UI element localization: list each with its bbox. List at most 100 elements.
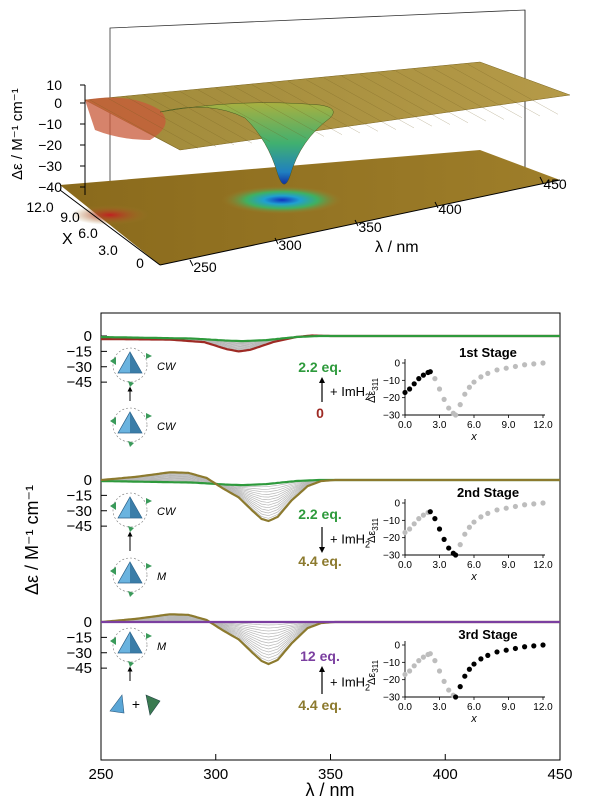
inset-y-tick-label: −10: [383, 376, 400, 387]
inset-data-point: [531, 643, 537, 649]
reagent-label: + ImH2: [330, 384, 370, 402]
z-tick-label: 0: [54, 95, 62, 111]
inset-y-label-text: Δε: [366, 391, 378, 403]
inset-y-label-text: Δε: [366, 673, 378, 685]
inset-y-tick-label: −10: [383, 516, 400, 527]
inset-x-tick-label: 6.0: [467, 420, 481, 431]
x-tick-3d: [189, 259, 194, 267]
inset-y-label: Δε311: [366, 377, 380, 403]
rotation-circle: [112, 347, 148, 383]
inset-y-label-subscript: 311: [371, 659, 380, 672]
equivalents-label: 12 eq.: [300, 648, 340, 664]
cd-x-tick-label: 450: [547, 766, 572, 783]
inset-y-label-subscript: 311: [371, 377, 380, 390]
inset-y-label: Δε311: [366, 659, 380, 685]
mesh-line: [359, 74, 451, 125]
cd-x-tick-label: 400: [433, 766, 458, 783]
inset-data-point: [457, 542, 463, 548]
floor-red-spot: [70, 205, 150, 225]
inset-data-point: [466, 384, 472, 390]
helicate-scheme-icon: CW: [110, 347, 177, 387]
mesh-line: [413, 69, 505, 120]
reagent-subscript: 2: [365, 392, 370, 402]
ligand-wedge: [110, 637, 116, 645]
cd-y-tick-label: −15: [67, 487, 92, 504]
cd-curves: [100, 334, 560, 666]
cd-x-tick-label: 300: [203, 766, 228, 783]
inset-x-label: x: [470, 431, 477, 443]
inset-x-tick-label: 12.0: [533, 420, 553, 431]
ligand-wedge: [146, 353, 152, 359]
reagent-text: + ImH: [330, 675, 365, 690]
x-tick-3d: [274, 237, 279, 245]
inset-y-tick-label: 0: [394, 499, 400, 510]
floor-blue-spot: [222, 186, 342, 214]
inset-data-point: [416, 658, 422, 664]
inset-data-point: [420, 654, 426, 660]
x-tick-label-3d: 400: [438, 201, 462, 217]
z-axis-label: Δε / M⁻¹ cm⁻¹: [9, 88, 26, 180]
inset-data-point: [446, 545, 452, 551]
reagent-text: + ImH: [330, 384, 365, 399]
inset-data-point: [427, 651, 433, 657]
inset-x-label: x: [470, 571, 477, 583]
x-tick-3d: [434, 201, 439, 209]
z-tick-label: 10: [46, 77, 62, 93]
tetrahedron-face: [130, 497, 142, 518]
ligand-wedge: [146, 498, 152, 504]
z-tick-label: −10: [38, 116, 62, 132]
inset-data-point: [512, 503, 519, 510]
helicity-label: CW: [157, 361, 177, 373]
rotation-circle: [112, 557, 148, 593]
x-axis-label-3d: λ / nm: [375, 239, 419, 256]
x-tick-label-3d: 350: [358, 219, 382, 235]
inset-data-point: [446, 405, 452, 411]
inset-x-tick-label: 3.0: [433, 420, 447, 431]
helicate-scheme-icon: +: [109, 694, 161, 716]
mesh-line: [395, 70, 487, 122]
surface-mesh: [89, 64, 559, 151]
cd-y-tick-label: 0: [84, 328, 92, 345]
mesh-line: [251, 84, 343, 135]
inset-data-point: [441, 396, 447, 402]
cd-y-tick-label: −30: [67, 359, 92, 376]
inset-y-tick-label: −30: [383, 551, 400, 562]
inset-data-point: [411, 381, 417, 387]
inset-data-point: [462, 391, 468, 397]
cd-y-tick-label: 0: [84, 472, 92, 489]
inset-data-point: [411, 663, 417, 669]
inset-x-tick-label: 9.0: [502, 560, 516, 571]
inset-x-tick-label: 9.0: [502, 420, 516, 431]
inset-data-point: [420, 372, 426, 378]
inset-data-point: [478, 656, 484, 662]
x-axis-line-3d: [159, 179, 561, 266]
cd-y-axis-label: Δε / M⁻¹ cm⁻¹: [22, 485, 42, 595]
inset-title: 3rd Stage: [458, 627, 517, 642]
equivalents-label: 2.2 eq.: [298, 506, 342, 522]
mesh-line: [215, 87, 307, 139]
inset-data-point: [432, 376, 438, 382]
inset-y-label: Δε311: [366, 517, 380, 543]
reagent-label: + ImH2: [330, 532, 370, 550]
cd-x-axis-label: λ / nm: [305, 780, 354, 800]
z-tick-label: −20: [38, 137, 62, 153]
inset-data-point: [436, 668, 443, 674]
inset-data-point: [494, 507, 500, 513]
cd-x-tick-label: 250: [88, 766, 113, 783]
mesh-line: [323, 77, 415, 129]
inset-y-tick-label: −30: [383, 411, 400, 422]
inset-y-label-text: Δε: [366, 531, 378, 543]
y-axis-line-3d: [59, 189, 161, 266]
inset-data-point: [522, 644, 528, 650]
inset-x-tick-label: 6.0: [467, 702, 481, 713]
stage-inset-plot: 0 −10 −20 −300.0 3.0 6.0 9.0 12.0 x Δε311 3rd Stag…: [366, 627, 553, 725]
inset-data-point: [453, 694, 459, 700]
inset-data-point: [407, 668, 413, 674]
inset-data-point: [446, 687, 452, 693]
plus-sign: +: [132, 696, 140, 712]
inset-data-point: [453, 552, 459, 558]
mesh-line: [89, 99, 181, 151]
tetrahedron-face: [130, 412, 142, 433]
